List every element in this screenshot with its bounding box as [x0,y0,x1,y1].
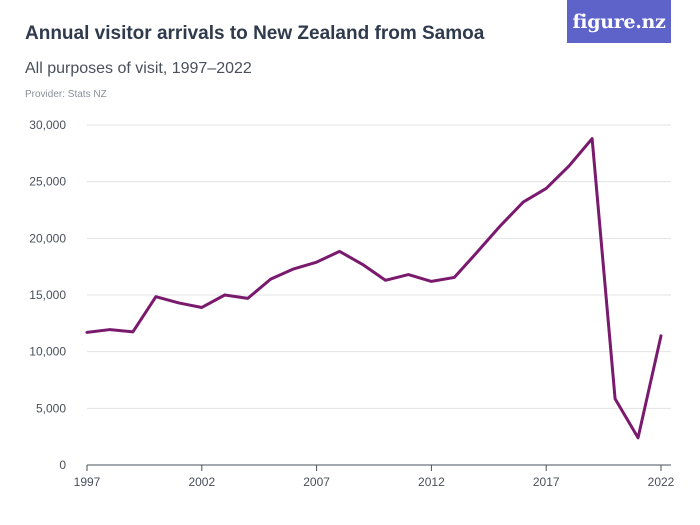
y-tick-label: 30,000 [29,118,66,132]
x-tick-label: 2012 [418,475,445,489]
series [85,137,663,440]
axes: 0 5,000 10,000 15,000 20,000 25,000 30,000 1997… [29,118,674,489]
y-tick-label: 15,000 [29,288,66,302]
gridlines [87,124,671,409]
series-line [85,137,663,440]
y-tick-label: 10,000 [29,345,66,359]
y-tick-label: 20,000 [29,231,66,245]
y-tick-label: 0 [59,458,66,472]
data-provider: Provider: Stats NZ [25,89,107,100]
x-tick-label: 2017 [533,475,560,489]
x-tick-label: 2002 [188,475,215,489]
x-tick-label: 2007 [303,475,330,489]
x-tick-label: 2022 [648,475,675,489]
x-tick-label: 1997 [74,475,101,489]
chart-subtitle: All purposes of visit, 1997–2022 [25,60,252,77]
figure-nz-logo[interactable]: figure.nz [567,0,671,43]
chart-title: Annual visitor arrivals to New Zealand f… [25,23,485,44]
y-tick-label: 25,000 [29,175,66,189]
y-tick-label: 5,000 [36,401,66,415]
